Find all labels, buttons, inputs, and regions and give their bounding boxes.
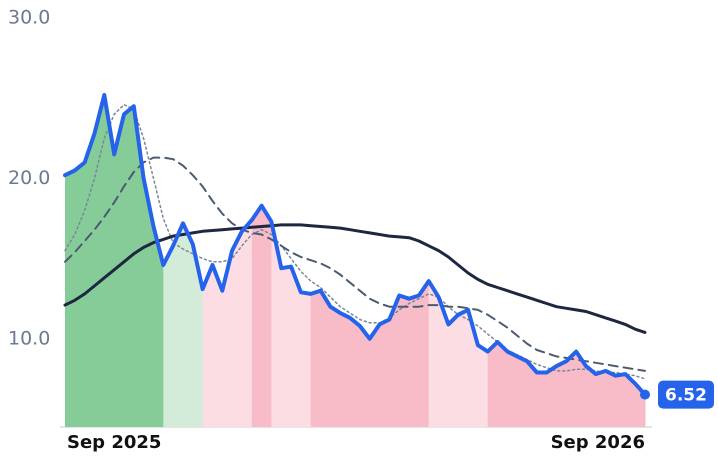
- area-segment: [192, 244, 204, 427]
- area-segment: [123, 106, 135, 427]
- value-badge-label: 6.52: [665, 386, 707, 406]
- series-line: [63, 93, 647, 397]
- area-segment: [65, 170, 76, 427]
- area-segment: [576, 351, 587, 427]
- x-tick-label: Sep 2026: [551, 432, 645, 453]
- area-segment: [202, 265, 213, 427]
- area-segment: [487, 341, 499, 427]
- series-line: [63, 223, 647, 334]
- area-segment: [507, 351, 518, 427]
- area-segment: [399, 295, 410, 427]
- area-segment: [389, 295, 400, 427]
- area-segment: [418, 281, 430, 427]
- y-tick-label: 10.0: [8, 327, 50, 349]
- area-segment: [428, 281, 440, 427]
- area-segment: [310, 290, 322, 427]
- area-segment: [340, 313, 351, 427]
- area-segment: [271, 221, 282, 427]
- value-badge: [658, 380, 714, 409]
- area-segment: [379, 319, 390, 427]
- area-segment: [300, 292, 312, 427]
- area-segment: [615, 374, 626, 427]
- area-segment: [517, 356, 528, 427]
- area-segment: [409, 295, 420, 427]
- area-segment: [104, 95, 115, 427]
- area-segment: [84, 133, 95, 427]
- area-segment: [212, 265, 223, 427]
- last-point: [640, 389, 650, 400]
- area-segment: [222, 250, 233, 427]
- area-segment: [330, 306, 341, 427]
- area-segment: [497, 341, 508, 427]
- area-segment: [232, 231, 243, 427]
- area-segment: [477, 345, 489, 427]
- area-segment: [94, 95, 105, 427]
- area-segment: [153, 226, 164, 427]
- area-segment: [556, 361, 567, 427]
- area-segment: [438, 297, 449, 427]
- area-segment: [536, 372, 548, 427]
- y-tick-label: 30.0: [8, 7, 50, 29]
- x-tick-label: Sep 2025: [67, 432, 161, 453]
- area-segment: [182, 223, 194, 427]
- area-segment: [320, 290, 331, 427]
- area-segment: [114, 114, 125, 427]
- series-line: [64, 103, 646, 380]
- area-segment: [291, 266, 302, 427]
- area-segment: [448, 314, 459, 427]
- area-segment: [595, 370, 607, 427]
- area-segment: [527, 361, 538, 427]
- area-segment: [143, 178, 154, 427]
- area-segment: [173, 223, 184, 427]
- area-segment: [350, 317, 361, 427]
- area-segment: [625, 374, 636, 427]
- area-segment: [605, 370, 617, 427]
- area-segment: [163, 245, 174, 427]
- area-segment: [566, 351, 577, 427]
- area-segment: [133, 106, 145, 427]
- area-segment: [546, 366, 558, 427]
- area-segment: [261, 205, 272, 427]
- area-segment: [458, 309, 469, 427]
- area-segment: [241, 220, 253, 427]
- area-segment: [369, 324, 381, 427]
- area-segment: [586, 366, 597, 427]
- area-segment: [359, 325, 371, 427]
- area-segment: [251, 205, 263, 427]
- area-segment: [281, 266, 292, 427]
- y-tick-label: 20.0: [8, 167, 50, 189]
